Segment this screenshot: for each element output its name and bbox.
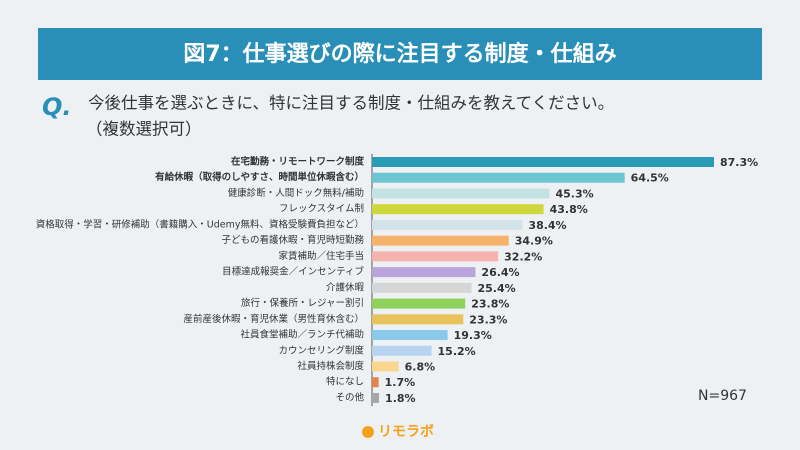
category-label: その他 bbox=[335, 391, 364, 403]
bar bbox=[372, 251, 499, 262]
value-label: 19.3% bbox=[454, 329, 492, 342]
value-label: 64.5% bbox=[631, 172, 669, 185]
value-label: 1.7% bbox=[385, 376, 416, 389]
category-label: 在宅勤務・リモートワーク制度 bbox=[231, 156, 365, 168]
value-label: 25.4% bbox=[478, 282, 516, 295]
value-label: 38.4% bbox=[528, 219, 566, 232]
value-label: 15.2% bbox=[438, 345, 476, 358]
category-label: 旅行・保養所・レジャー割引 bbox=[241, 297, 364, 309]
category-label: 子どもの看護休暇・育児時短勤務 bbox=[221, 234, 364, 246]
bar bbox=[372, 157, 714, 167]
title-band bbox=[38, 28, 762, 80]
category-label: 資格取得・学習・研修補助（書籍購入・Udemy無料、資格受験費負担など） bbox=[36, 218, 364, 230]
value-label: 26.4% bbox=[481, 266, 519, 279]
value-label: 23.8% bbox=[471, 298, 509, 311]
bar bbox=[372, 377, 379, 388]
value-label: 45.3% bbox=[555, 187, 593, 200]
sample-size: N=967 bbox=[698, 388, 747, 404]
chart-title: 図7：仕事選びの際に注目する制度・仕組み bbox=[183, 41, 616, 67]
question-note: （複数選択可） bbox=[86, 120, 202, 139]
bar bbox=[372, 188, 550, 199]
bar bbox=[372, 330, 448, 341]
value-label: 34.9% bbox=[515, 235, 553, 248]
logo-icon bbox=[362, 426, 374, 438]
bar bbox=[372, 361, 399, 372]
value-label: 32.2% bbox=[504, 250, 542, 263]
value-label: 43.8% bbox=[550, 203, 588, 216]
value-label: 1.8% bbox=[385, 392, 416, 405]
bar bbox=[372, 267, 476, 278]
bar bbox=[372, 314, 464, 325]
category-label: 健康診断・人間ドック無料/補助 bbox=[228, 187, 364, 199]
category-label: 介護休暇 bbox=[326, 281, 365, 293]
value-label: 6.8% bbox=[405, 360, 436, 373]
logo: リモラボ bbox=[378, 424, 434, 440]
category-label: 目標達成報奨金／インセンティブ bbox=[222, 266, 364, 278]
category-label: 家賃補助／住宅手当 bbox=[278, 250, 364, 262]
category-label: 産前産後休暇・育児休業（男性育休含む） bbox=[183, 313, 364, 325]
bar bbox=[372, 219, 523, 230]
category-label: カウンセリング制度 bbox=[278, 344, 364, 356]
value-label: 87.3% bbox=[720, 156, 758, 169]
category-label: フレックスタイム制 bbox=[279, 203, 364, 215]
bar bbox=[372, 345, 432, 356]
bar bbox=[372, 282, 472, 293]
bar bbox=[372, 235, 509, 246]
bar bbox=[372, 298, 466, 309]
question: 今後仕事を選ぶときに、特に注目する制度・仕組みを教えてください。 bbox=[88, 94, 614, 113]
category-label: 有給休暇（取得のしやすさ、時間単位休暇含む） bbox=[155, 171, 364, 183]
question-mark: Q. bbox=[42, 93, 72, 121]
bar bbox=[372, 172, 625, 183]
bar bbox=[372, 204, 544, 215]
value-label: 23.3% bbox=[469, 313, 507, 326]
category-label: 社員持株会制度 bbox=[297, 360, 364, 372]
bar bbox=[372, 392, 380, 403]
category-label: 社員食堂補助／ランチ代補助 bbox=[240, 329, 364, 341]
category-label: 特になし bbox=[326, 376, 364, 388]
